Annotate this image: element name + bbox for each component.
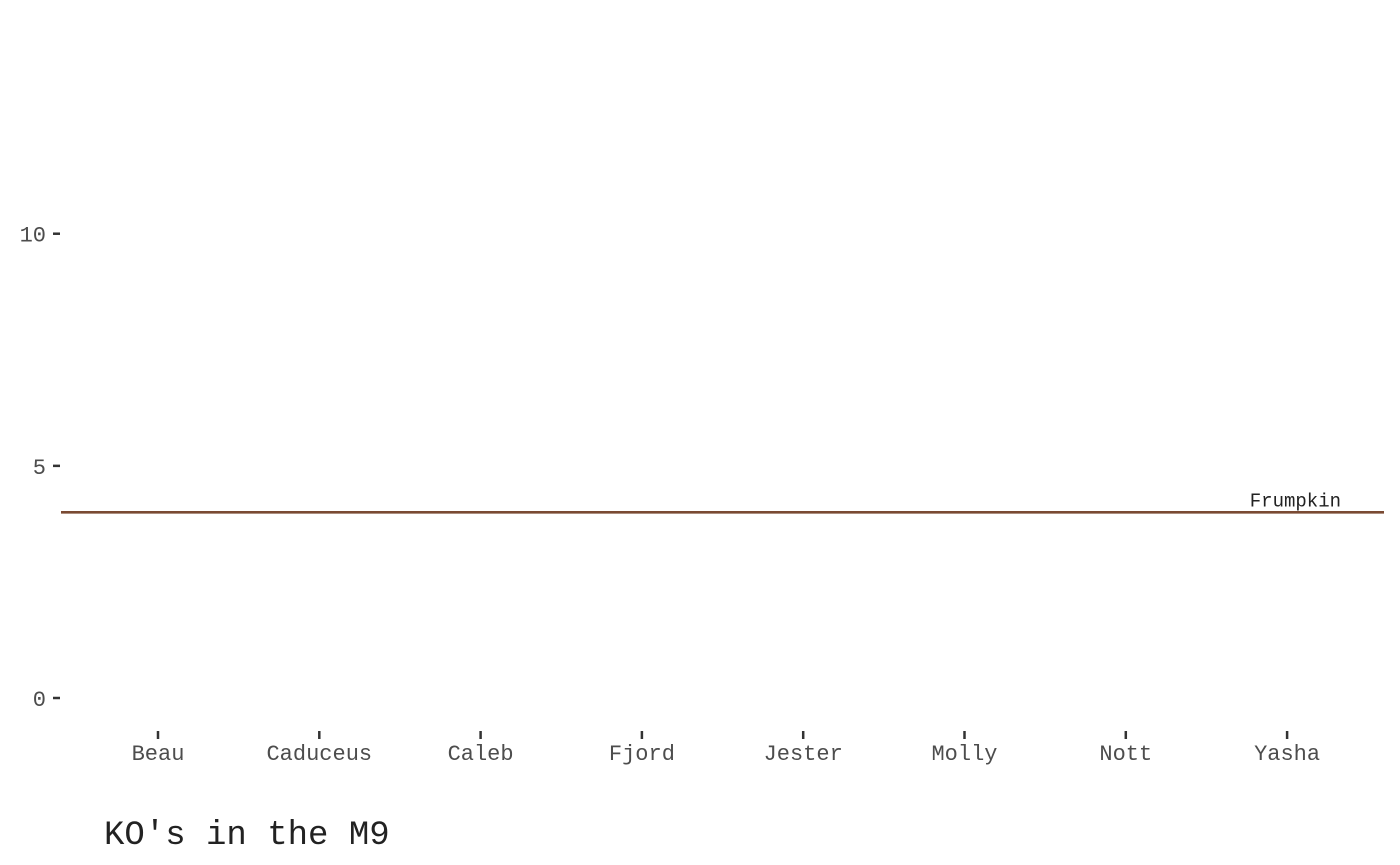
x-tick-label: Yasha [1254, 742, 1320, 767]
plot-area: Frumpkin [61, 490, 1384, 514]
x-tick-label: Caduceus [266, 742, 372, 767]
y-tick-label: 10 [20, 224, 46, 249]
y-tick-label: 0 [33, 688, 46, 713]
x-axis: Beau Caduceus Caleb Fjord Jester Molly Nott Yas… [132, 731, 1320, 767]
chart-caption: KO's in the M9 [104, 817, 390, 855]
x-tick-label: Caleb [448, 742, 514, 767]
x-tick-label: Molly [931, 742, 997, 767]
y-axis: 0 5 10 [20, 224, 60, 713]
y-tick-label: 5 [33, 456, 46, 481]
x-tick-label: Nott [1099, 742, 1152, 767]
x-tick-label: Fjord [609, 742, 675, 767]
x-tick-label: Beau [132, 742, 185, 767]
x-tick-label: Jester [764, 742, 843, 767]
reference-line-label: Frumpkin [1250, 490, 1341, 512]
